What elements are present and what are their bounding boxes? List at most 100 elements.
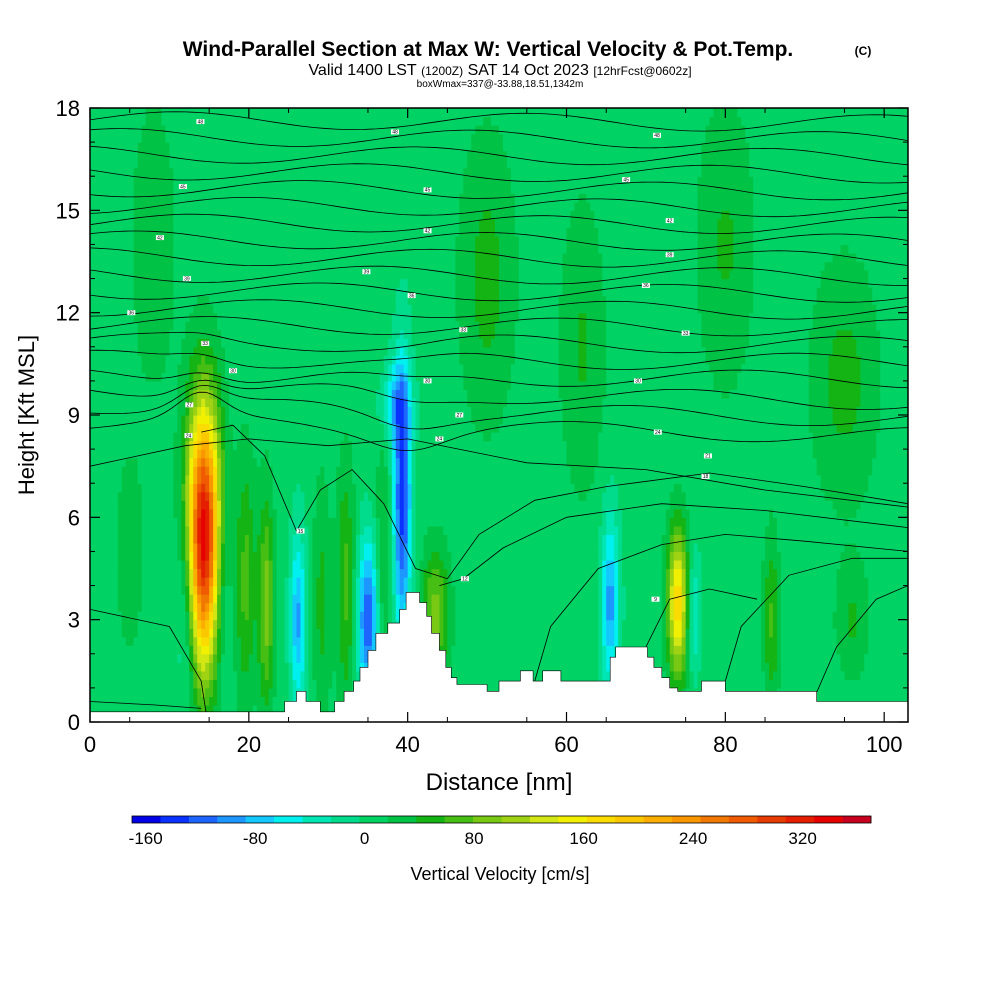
w-cell <box>812 517 818 527</box>
w-cell <box>673 653 679 663</box>
w-cell <box>677 577 683 587</box>
w-cell <box>252 508 258 518</box>
w-cell <box>252 645 258 655</box>
w-cell <box>550 662 556 672</box>
w-cell <box>272 577 278 587</box>
w-cell <box>788 517 794 527</box>
w-cell <box>185 508 190 518</box>
w-cell <box>141 670 147 680</box>
w-cell <box>852 542 857 553</box>
w-cell <box>113 687 119 698</box>
w-cell <box>880 525 885 535</box>
w-cell <box>292 619 298 629</box>
w-cell <box>784 525 790 535</box>
w-cell <box>765 662 770 672</box>
w-cell <box>864 670 869 680</box>
w-cell <box>419 525 425 535</box>
w-cell <box>133 585 139 595</box>
w-cell <box>626 525 631 535</box>
w-cell <box>709 611 715 621</box>
w-cell <box>352 559 357 570</box>
w-cell <box>344 542 349 553</box>
w-cell <box>228 594 234 604</box>
w-cell <box>713 611 718 621</box>
w-cell <box>161 704 167 715</box>
w-cell <box>502 628 508 638</box>
w-cell <box>518 551 524 561</box>
w-cell <box>141 696 147 706</box>
w-cell <box>844 542 850 553</box>
w-cell <box>808 542 814 553</box>
w-cell <box>153 611 159 621</box>
w-cell <box>217 585 222 595</box>
w-cell <box>864 517 869 527</box>
w-cell <box>268 517 274 527</box>
w-cell <box>848 670 854 680</box>
w-cell <box>328 602 333 612</box>
w-cell <box>522 628 528 638</box>
w-cell <box>121 628 127 638</box>
w-cell <box>602 577 607 587</box>
w-cell <box>796 542 802 553</box>
w-cell <box>872 687 877 698</box>
w-cell <box>240 577 246 587</box>
w-cell <box>133 568 139 578</box>
w-cell <box>324 542 329 553</box>
w-cell <box>566 525 572 535</box>
w-cell <box>264 662 270 672</box>
w-cell <box>415 525 421 535</box>
w-cell <box>554 577 560 587</box>
w-cell <box>733 611 738 621</box>
w-cell <box>296 628 302 638</box>
w-cell <box>558 636 564 646</box>
w-cell <box>570 568 576 578</box>
w-cell <box>248 619 254 629</box>
w-cell <box>836 611 842 621</box>
w-cell <box>741 636 746 646</box>
w-cell <box>749 594 754 604</box>
w-cell <box>868 525 873 535</box>
w-cell <box>236 645 242 655</box>
w-cell <box>820 534 826 544</box>
w-cell <box>189 696 194 706</box>
w-cell <box>427 534 433 544</box>
w-cell <box>725 645 730 655</box>
w-cell <box>546 559 552 570</box>
w-cell <box>312 577 317 587</box>
w-cell <box>888 628 893 638</box>
w-cell <box>228 645 234 655</box>
w-cell <box>407 551 413 561</box>
w-cell <box>630 628 635 638</box>
w-cell <box>880 679 885 689</box>
w-cell <box>606 594 611 604</box>
w-cell <box>812 525 818 535</box>
w-cell <box>900 534 905 544</box>
w-cell <box>93 559 99 570</box>
w-cell <box>371 594 377 604</box>
w-cell <box>316 696 321 706</box>
w-cell <box>689 670 695 680</box>
w-cell <box>685 594 691 604</box>
w-cell <box>832 577 838 587</box>
w-cell <box>598 645 603 655</box>
w-cell <box>824 611 830 621</box>
w-cell <box>459 679 464 689</box>
w-cell <box>514 585 520 595</box>
w-cell <box>637 636 643 646</box>
w-cell <box>864 551 869 561</box>
w-cell <box>653 568 659 578</box>
w-cell <box>181 611 186 621</box>
w-cell <box>772 517 778 527</box>
w-cell <box>125 534 131 544</box>
w-cell <box>757 594 762 604</box>
w-cell <box>888 696 893 706</box>
w-cell <box>169 585 174 595</box>
w-cell <box>892 670 897 680</box>
w-cell <box>693 577 699 587</box>
w-cell <box>896 525 901 535</box>
w-cell <box>117 628 123 638</box>
w-cell <box>852 645 857 655</box>
w-cell <box>888 559 893 570</box>
w-cell <box>383 602 389 612</box>
w-cell <box>896 517 901 527</box>
